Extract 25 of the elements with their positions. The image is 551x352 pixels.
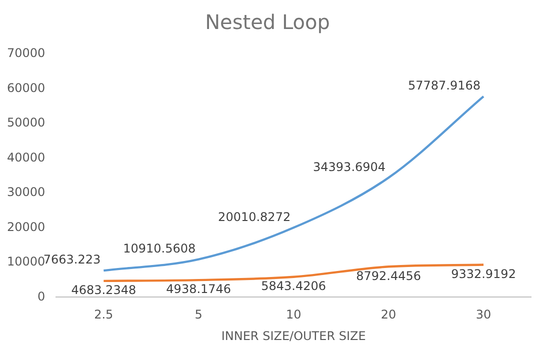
- y-tick-label: 60000: [6, 80, 46, 95]
- data-label: 8792.4456: [356, 268, 422, 283]
- y-tick-label: 0: [38, 289, 46, 304]
- data-label: 9332.9192: [451, 266, 516, 281]
- y-tick-label: 40000: [6, 150, 46, 164]
- data-label: 10910.5608: [123, 241, 196, 256]
- x-axis-title: INNER SIZE/OUTER SIZE: [221, 328, 366, 343]
- y-tick-label: 30000: [6, 185, 46, 200]
- data-label: 4683.2348: [71, 283, 136, 298]
- data-label: 57787.9168: [408, 78, 481, 93]
- x-tick-label: 5: [194, 308, 202, 322]
- data-label: 20010.8272: [218, 210, 291, 224]
- x-tick-label: 30: [476, 308, 492, 322]
- data-label: 5843.4206: [261, 279, 326, 294]
- x-tick-label: 20: [380, 308, 396, 322]
- data-label: 7663.223: [43, 252, 101, 267]
- y-tick-label: 50000: [6, 116, 46, 130]
- x-tick-label: 10: [286, 308, 302, 322]
- data-label: 34393.6904: [313, 160, 386, 174]
- chart-title: Nested Loop: [205, 10, 330, 34]
- x-tick-label: 2.5: [94, 308, 114, 322]
- y-tick-label: 20000: [6, 220, 46, 234]
- data-label: 4938.1746: [166, 282, 232, 296]
- y-tick-label: 70000: [6, 46, 46, 60]
- y-tick-label: 10000: [6, 254, 46, 269]
